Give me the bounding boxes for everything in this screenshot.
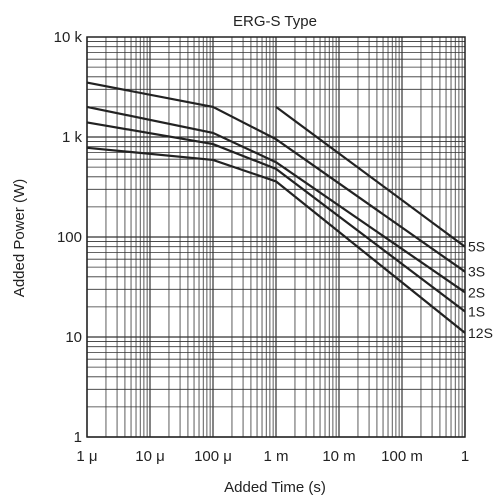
x-axis-label: Added Time (s) <box>224 479 326 496</box>
plot-frame <box>86 36 466 438</box>
x-tick-label: 100 m <box>381 448 423 465</box>
y-tick-label: 10 k <box>54 29 83 46</box>
x-tick-label: 1 μ <box>76 448 97 465</box>
tick-labels: 1 μ 10 μ 100 μ 1 m 10 m 100 m 1 1 10 100 1 k 10 k <box>54 29 470 465</box>
x-tick-label: 100 μ <box>194 448 232 465</box>
series-lines <box>86 81 466 334</box>
series-line <box>86 146 466 334</box>
series-label: 1S <box>468 303 485 319</box>
x-tick-label: 1 <box>461 448 469 465</box>
x-tick-label: 1 m <box>263 448 288 465</box>
x-tick-label: 10 m <box>322 448 355 465</box>
series-label: 3S <box>468 264 485 280</box>
y-tick-label: 100 <box>57 229 82 246</box>
series-line <box>86 81 466 273</box>
series-line <box>86 121 466 313</box>
y-tick-label: 1 k <box>62 129 83 146</box>
y-tick-label: 10 <box>65 329 82 346</box>
y-axis-label: Added Power (W) <box>11 179 28 297</box>
chart-title: ERG-S Type <box>233 13 317 30</box>
series-label: 2S <box>468 284 485 300</box>
series-line <box>275 106 466 248</box>
series-label: 5S <box>468 239 485 255</box>
series-label: 12S <box>468 325 493 341</box>
series-labels: 5S 3S 2S 1S 12S <box>468 239 493 341</box>
y-tick-label: 1 <box>74 429 82 446</box>
x-tick-label: 10 μ <box>135 448 165 465</box>
grid <box>86 37 465 438</box>
series-line <box>86 105 466 294</box>
